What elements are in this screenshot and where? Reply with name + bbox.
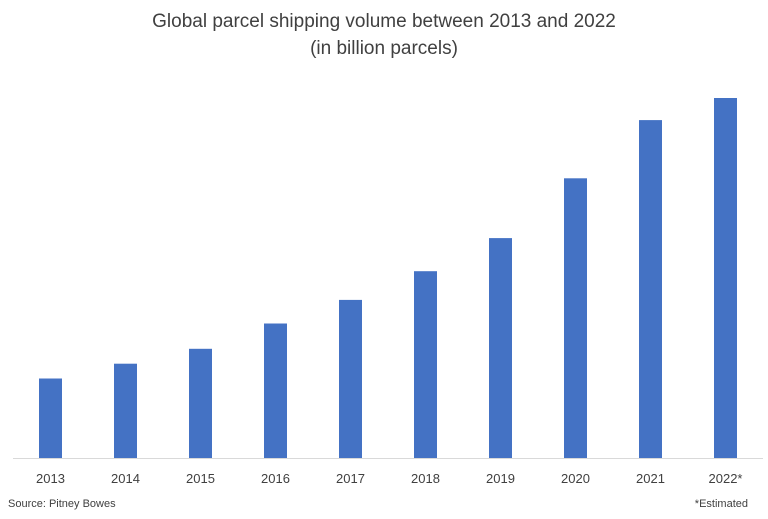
source-note: Source: Pitney Bowes xyxy=(8,498,116,510)
bar-2019 xyxy=(489,238,512,458)
bar-2020 xyxy=(564,178,587,459)
bar-2014 xyxy=(114,363,137,458)
x-tick-label-2019: 2019 xyxy=(486,471,515,486)
bar-2022 xyxy=(714,98,737,458)
x-tick-label-2014: 2014 xyxy=(111,471,140,486)
x-tick-label-2015: 2015 xyxy=(186,471,215,486)
bar-2021 xyxy=(639,120,662,458)
bar-2017 xyxy=(339,299,362,458)
bars-group xyxy=(39,98,737,459)
x-tick-label-2018: 2018 xyxy=(411,471,440,486)
bar-2015 xyxy=(189,348,212,458)
chart-subtitle: (in billion parcels) xyxy=(310,38,458,59)
x-tick-label-2020: 2020 xyxy=(561,471,590,486)
x-tick-label-2017: 2017 xyxy=(336,471,365,486)
bar-2013 xyxy=(39,378,62,458)
x-tick-label-2016: 2016 xyxy=(261,471,290,486)
estimated-footnote: *Estimated xyxy=(694,498,748,510)
bar-2016 xyxy=(264,323,287,458)
chart-title: Global parcel shipping volume between 20… xyxy=(152,11,616,32)
x-tick-label-2021: 2021 xyxy=(636,471,665,486)
x-tick-label-2022: 2022* xyxy=(709,471,743,486)
x-tick-labels: 2013 2014 2015 2016 2017 2018 2019 2020 2021 2022… xyxy=(36,471,742,486)
x-tick-label-2013: 2013 xyxy=(36,471,65,486)
chart-title-block: Global parcel shipping volume between 20… xyxy=(0,8,768,62)
bar-2018 xyxy=(414,271,437,458)
